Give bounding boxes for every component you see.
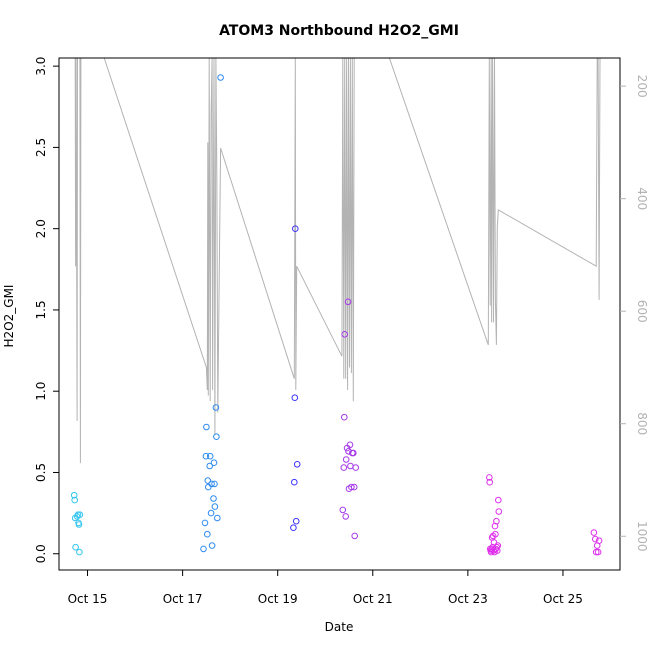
x-tick-label: Oct 19 [258,592,298,606]
data-point [592,548,600,556]
data-point [486,478,494,486]
data-point [340,464,348,471]
data-point [346,441,354,449]
y-tick-label: 0.5 [34,463,48,482]
data-point [76,511,84,519]
data-point [202,452,210,460]
y-tick-label: 2.5 [34,138,48,157]
data-point [595,537,603,545]
data-point [201,519,209,527]
data-point [206,462,213,470]
x-tick-label: Oct 15 [68,592,108,606]
y-tick-label: 3.0 [34,57,48,76]
data-point [341,413,348,421]
data-point [351,532,359,540]
y2-tick-label: 200 [635,75,649,98]
y2-axis: 200 400 600 800 1000 [620,75,649,552]
data-point [74,511,82,519]
data-point [76,548,83,556]
data-point [208,480,215,488]
data-point [206,452,214,460]
data-point [347,462,354,470]
y2-tick-label: 800 [635,412,649,435]
y-tick-label: 0.0 [34,544,48,563]
y-axis: 0.0 0.5 1.0 1.5 2.0 2.5 3.0 [34,57,59,563]
data-point [217,74,224,81]
data-point [590,529,598,536]
data-point [211,480,218,488]
x-axis: Oct 15 Oct 17 Oct 19 Oct 21 Oct 23 Oct 25 [68,570,583,606]
x-tick-label: Oct 17 [163,592,203,606]
data-point [494,547,501,554]
data-point [204,530,211,538]
data-point [342,513,350,520]
data-point [486,474,493,481]
y2-tick-label: 600 [635,300,649,323]
plot-area [70,57,603,556]
y-tick-label: 1.5 [34,300,48,319]
data-point [208,542,216,549]
x-tick-label: Oct 21 [353,592,393,606]
x-tick-label: Oct 25 [543,592,583,606]
y-tick-label: 2.0 [34,219,48,238]
data-point [214,514,221,522]
pressure-line [74,57,601,464]
y2-tick-label: 400 [635,187,649,210]
data-point [210,495,217,502]
data-point [207,509,215,517]
data-point [212,404,220,411]
data-point [291,478,298,486]
data-point [350,483,358,491]
data-point [348,483,355,491]
data-point [493,517,500,525]
data-point [291,394,299,402]
data-point [492,530,499,538]
data-point [495,508,503,515]
data-point [494,542,502,549]
data-point [342,456,350,463]
data-point [292,517,300,525]
data-point [290,524,297,532]
data-point [205,483,212,491]
data-point [200,545,207,553]
y2-tick-label: 1000 [635,521,649,552]
data-point [292,225,299,232]
data-point [344,298,352,306]
data-point [72,543,79,551]
data-point [75,521,83,528]
y-axis-label: H2O2_GMI [2,285,16,348]
y-tick-label: 1.0 [34,382,48,401]
data-point [213,433,220,441]
chart-title: ATOM3 Northbound H2O2_GMI [219,23,459,39]
data-point [203,423,210,431]
data-point [70,491,78,499]
data-point [350,449,357,457]
data-point [339,506,347,514]
data-point [293,461,301,468]
data-point [341,331,349,338]
data-point [352,464,360,471]
data-point [204,477,212,484]
x-tick-label: Oct 23 [448,592,488,606]
data-point [210,459,218,467]
data-point [71,496,78,504]
x-axis-label: Date [325,620,354,634]
data-point [594,548,602,556]
plot-frame [58,57,621,571]
data-point [490,539,498,546]
data-point [592,535,599,543]
data-point [211,503,219,510]
data-point [495,496,502,504]
